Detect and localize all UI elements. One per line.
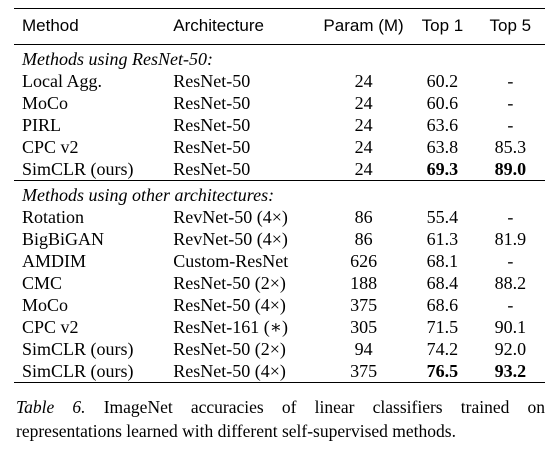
cell-top5: - xyxy=(507,295,514,315)
caption-text: ImageNet accuracies of linear classifier… xyxy=(16,397,546,441)
cell-architecture: ResNet-161 (∗) xyxy=(173,317,288,337)
cell-top5: - xyxy=(507,251,514,271)
table-figure: Method Architecture Param (M) Top 1 Top … xyxy=(14,8,545,461)
section-heading-other-architectures: Methods using other architectures: xyxy=(14,180,545,207)
table-row: PIRL ResNet-50 24 63.6 - xyxy=(14,114,545,136)
cell-param: 375 xyxy=(350,295,378,315)
header-top5: Top 5 xyxy=(489,16,532,35)
cell-method: Local Agg. xyxy=(22,71,102,91)
cell-param: 24 xyxy=(354,115,373,135)
table-row: SimCLR (ours) ResNet-50 (2×) 94 74.2 92.… xyxy=(14,338,545,360)
cell-param: 188 xyxy=(350,273,378,293)
cell-top5: 85.3 xyxy=(494,137,527,157)
cell-method: MoCo xyxy=(22,93,69,113)
cell-param: 305 xyxy=(350,317,378,337)
cell-top1: 60.2 xyxy=(426,71,459,91)
table-row: CMC ResNet-50 (2×) 188 68.4 88.2 xyxy=(14,272,545,294)
table-row: AMDIM Custom-ResNet 626 68.1 - xyxy=(14,250,545,272)
cell-param: 24 xyxy=(354,159,373,179)
cell-architecture: Custom-ResNet xyxy=(173,251,289,271)
table-row: MoCo ResNet-50 (4×) 375 68.6 - xyxy=(14,294,545,316)
cell-architecture: RevNet-50 (4×) xyxy=(173,207,288,227)
cell-architecture: RevNet-50 (4×) xyxy=(173,229,288,249)
cell-top5: - xyxy=(507,93,514,113)
table-row-highlight: SimCLR (ours) ResNet-50 24 69.3 89.0 xyxy=(14,158,545,181)
cell-method: CPC v2 xyxy=(22,137,79,157)
cell-top5: 90.1 xyxy=(494,317,527,337)
cell-top5: - xyxy=(507,71,514,91)
cell-param: 375 xyxy=(350,361,378,381)
table-caption: Table 6. ImageNet accuracies of linear c… xyxy=(14,395,545,443)
cell-architecture: ResNet-50 (2×) xyxy=(173,273,286,293)
cell-method: MoCo xyxy=(22,295,69,315)
cell-top1: 55.4 xyxy=(426,207,459,227)
cell-param: 86 xyxy=(354,229,373,249)
cell-top1: 61.3 xyxy=(426,229,459,249)
results-table: Method Architecture Param (M) Top 1 Top … xyxy=(14,8,545,383)
cell-param: 86 xyxy=(354,207,373,227)
cell-method: AMDIM xyxy=(22,251,87,271)
header-architecture: Architecture xyxy=(173,16,264,35)
cell-top1: 63.6 xyxy=(426,115,459,135)
cell-param: 24 xyxy=(354,71,373,91)
cell-method: CMC xyxy=(22,273,63,293)
cell-architecture: ResNet-50 xyxy=(173,159,251,179)
cell-top1-best: 76.5 xyxy=(426,361,459,381)
table-row: Local Agg. ResNet-50 24 60.2 - xyxy=(14,70,545,92)
section-title: Methods using other architectures: xyxy=(22,185,275,205)
table-row: MoCo ResNet-50 24 60.6 - xyxy=(14,92,545,114)
header-method: Method xyxy=(22,16,79,35)
cell-architecture: ResNet-50 (4×) xyxy=(173,295,286,315)
cell-top1: 68.4 xyxy=(426,273,459,293)
section-heading-resnet50: Methods using ResNet-50: xyxy=(14,44,545,71)
cell-architecture: ResNet-50 xyxy=(173,115,251,135)
cell-param: 24 xyxy=(354,93,373,113)
cell-top1: 74.2 xyxy=(426,339,459,359)
table-row: CPC v2 ResNet-50 24 63.8 85.3 xyxy=(14,136,545,158)
cell-param: 94 xyxy=(354,339,373,359)
cell-top1: 71.5 xyxy=(426,317,459,337)
cell-top5: - xyxy=(507,207,514,227)
cell-method: PIRL xyxy=(22,115,62,135)
cell-top5-best: 89.0 xyxy=(494,159,527,179)
cell-top1: 60.6 xyxy=(426,93,459,113)
table-row: BigBiGAN RevNet-50 (4×) 86 61.3 81.9 xyxy=(14,228,545,250)
cell-method: SimCLR (ours) xyxy=(22,339,134,359)
cell-param: 626 xyxy=(350,251,378,271)
table-row: Rotation RevNet-50 (4×) 86 55.4 - xyxy=(14,206,545,228)
header-row: Method Architecture Param (M) Top 1 Top … xyxy=(14,8,545,45)
cell-method: SimCLR (ours) xyxy=(22,159,134,179)
cell-top5: - xyxy=(507,115,514,135)
header-top1: Top 1 xyxy=(421,16,464,35)
header-param: Param (M) xyxy=(323,16,404,35)
cell-top5-best: 93.2 xyxy=(494,361,527,381)
cell-top1: 63.8 xyxy=(426,137,459,157)
cell-method: Rotation xyxy=(22,207,84,227)
table-row: CPC v2 ResNet-161 (∗) 305 71.5 90.1 xyxy=(14,316,545,338)
cell-architecture: ResNet-50 (2×) xyxy=(173,339,286,359)
cell-top1: 68.6 xyxy=(426,295,459,315)
cell-method: BigBiGAN xyxy=(22,229,105,249)
cell-top5: 81.9 xyxy=(494,229,527,249)
cell-architecture: ResNet-50 xyxy=(173,93,251,113)
cell-architecture: ResNet-50 xyxy=(173,71,251,91)
section-title: Methods using ResNet-50: xyxy=(22,49,213,69)
cell-method: CPC v2 xyxy=(22,317,79,337)
table-row-highlight: SimCLR (ours) ResNet-50 (4×) 375 76.5 93… xyxy=(14,360,545,383)
cell-top5: 88.2 xyxy=(494,273,527,293)
cell-architecture: ResNet-50 (4×) xyxy=(173,361,286,381)
cell-top5: 92.0 xyxy=(494,339,527,359)
cell-param: 24 xyxy=(354,137,373,157)
cell-architecture: ResNet-50 xyxy=(173,137,251,157)
cell-method: SimCLR (ours) xyxy=(22,361,134,381)
cell-top1-best: 69.3 xyxy=(426,159,459,179)
cell-top1: 68.1 xyxy=(426,251,459,271)
caption-label: Table 6. xyxy=(16,397,86,417)
